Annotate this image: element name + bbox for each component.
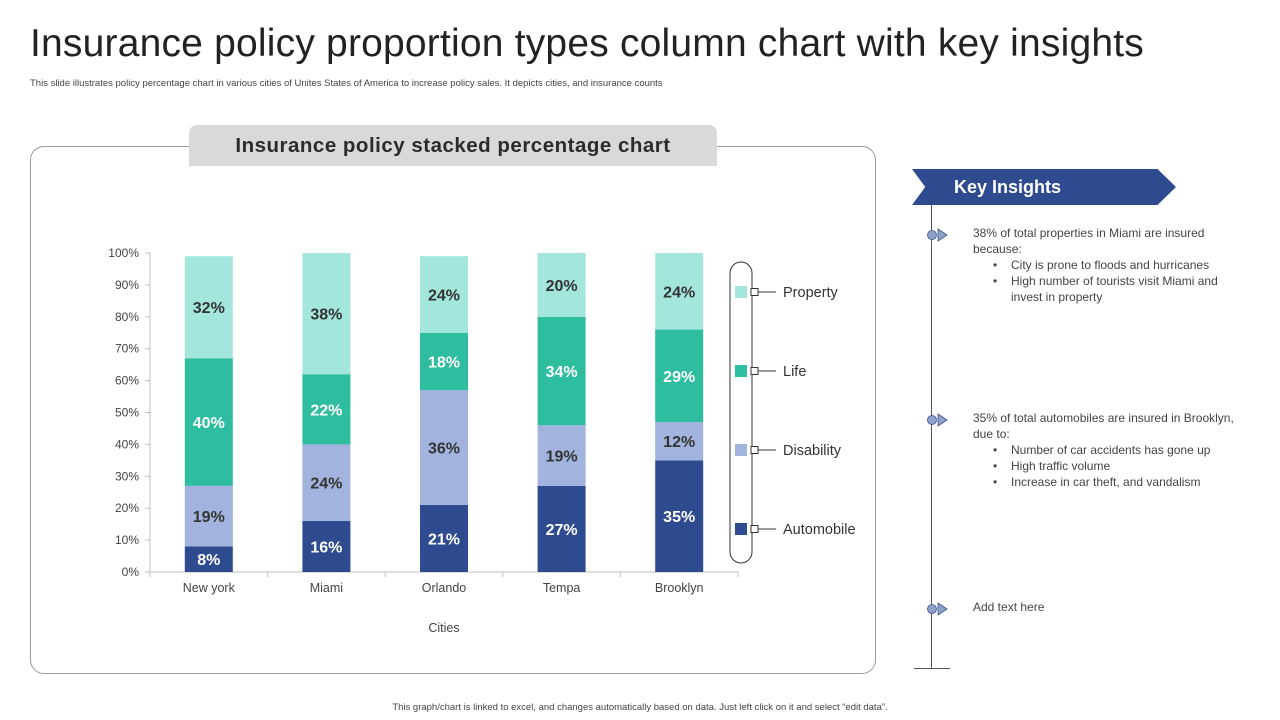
chart-title: Insurance policy stacked percentage char…: [189, 125, 717, 166]
data-label: 12%: [663, 434, 695, 451]
legend-label: Automobile: [783, 522, 856, 538]
insight-bullet: Increase in car theft, and vandalism: [993, 474, 1245, 490]
stacked-percentage-chart[interactable]: 0% 10% 20% 30% 40% 50% 60% 70% 80% 90% 100% 8% 19% 40…: [0, 0, 900, 690]
legend-swatch: [735, 286, 747, 298]
bar-segment-property: [420, 256, 468, 333]
y-tick-label: 10%: [115, 533, 139, 547]
key-insights-banner: [912, 169, 1176, 205]
timeline-marker-icon: [927, 228, 948, 242]
y-tick-label: 0%: [122, 565, 140, 579]
data-label: 22%: [310, 402, 342, 419]
data-label: 24%: [663, 284, 695, 301]
bar-segment-automobile: [537, 485, 586, 572]
data-label: 18%: [428, 354, 460, 371]
insight-placeholder-text[interactable]: Add text here: [973, 600, 1045, 614]
insight-bullet: Number of car accidents has gone up: [993, 442, 1245, 458]
data-label: 24%: [310, 476, 342, 493]
insights-timeline-base: [914, 668, 950, 669]
y-tick-label: 100%: [108, 246, 139, 260]
data-label: 35%: [663, 509, 695, 526]
x-tick-label: Orlando: [422, 581, 467, 595]
bar-segment-disability: [537, 425, 586, 486]
bar-segment-automobile: [302, 520, 351, 572]
data-label: 20%: [546, 278, 578, 295]
insights-timeline: [931, 205, 932, 669]
legend-swatch: [735, 444, 747, 456]
y-tick-label: 30%: [115, 469, 139, 483]
legend-node: [750, 288, 759, 296]
legend-label: Property: [783, 285, 839, 301]
data-label: 34%: [546, 364, 578, 381]
legend-label: Life: [783, 364, 806, 380]
data-label: 19%: [546, 449, 578, 466]
x-tick-label: New york: [183, 581, 236, 595]
x-tick-label: Brooklyn: [655, 581, 704, 595]
legend-frame: [729, 261, 753, 564]
legend-label: Disability: [783, 443, 842, 459]
insight-bullet: City is prone to floods and hurricanes: [993, 257, 1245, 273]
legend-node: [750, 367, 759, 375]
bar-segment-automobile: [420, 505, 468, 572]
data-label: 29%: [663, 369, 695, 386]
legend-swatch: [735, 523, 747, 535]
insight-item: 38% of total properties in Miami are ins…: [973, 225, 1245, 305]
bar-segment-automobile: [184, 546, 233, 572]
page-subtitle: This slide illustrates policy percentage…: [30, 78, 663, 89]
data-label: 40%: [193, 415, 225, 432]
bar-segment-property: [302, 253, 351, 375]
legend-node: [750, 446, 759, 454]
page-title: Insurance policy proportion types column…: [30, 22, 1144, 65]
data-label: 27%: [546, 522, 578, 539]
bar-segment-disability: [302, 444, 351, 521]
x-tick-label: Miami: [310, 581, 343, 595]
insight-text: 35% of total automobiles are insured in …: [973, 411, 1234, 441]
data-label: 38%: [310, 307, 342, 324]
insight-bullet: High number of tourists visit Miami and …: [993, 273, 1245, 305]
bar-segment-life: [537, 316, 586, 426]
y-tick-label: 80%: [115, 310, 139, 324]
bar-segment-life: [420, 332, 468, 391]
y-tick-label: 90%: [115, 278, 139, 292]
bar-segment-property: [537, 253, 586, 317]
y-tick-label: 70%: [115, 342, 139, 356]
data-label: 21%: [428, 532, 460, 549]
bar-segment-disability: [655, 422, 704, 461]
insight-bullets: Number of car accidents has gone up High…: [973, 442, 1245, 490]
bar-segment-automobile: [655, 460, 704, 572]
timeline-marker-icon: [927, 413, 948, 427]
legend-swatch: [735, 365, 747, 377]
bar-segment-property: [184, 256, 233, 359]
insight-bullet: High traffic volume: [993, 458, 1245, 474]
bar-segment-disability: [184, 485, 233, 547]
bar-segment-property: [655, 253, 704, 330]
y-tick-label: 20%: [115, 501, 139, 515]
y-tick-label: 40%: [115, 437, 139, 451]
data-label: 16%: [310, 539, 342, 556]
timeline-marker-icon: [927, 602, 948, 616]
y-tick-label: 50%: [115, 406, 139, 420]
data-label: 19%: [193, 509, 225, 526]
data-label: 32%: [193, 300, 225, 317]
legend-node: [750, 525, 759, 533]
data-label: 24%: [428, 287, 460, 304]
insight-item[interactable]: Add text here: [973, 599, 1245, 615]
insight-item: 35% of total automobiles are insured in …: [973, 410, 1245, 490]
data-label: 36%: [428, 441, 460, 458]
x-tick-label: Tempa: [543, 581, 581, 595]
bar-segment-life: [655, 329, 704, 423]
key-insights-title: Key Insights: [954, 177, 1062, 197]
insight-bullets: City is prone to floods and hurricanes H…: [973, 257, 1245, 305]
bar-segment-disability: [420, 390, 468, 506]
footer-note: This graph/chart is linked to excel, and…: [392, 702, 888, 713]
data-label: 8%: [197, 552, 220, 569]
insight-text: 38% of total properties in Miami are ins…: [973, 226, 1205, 256]
bar-segment-life: [302, 374, 351, 445]
bar-segment-life: [184, 358, 233, 486]
y-tick-label: 60%: [115, 374, 139, 388]
x-axis-title: Cities: [428, 621, 459, 635]
